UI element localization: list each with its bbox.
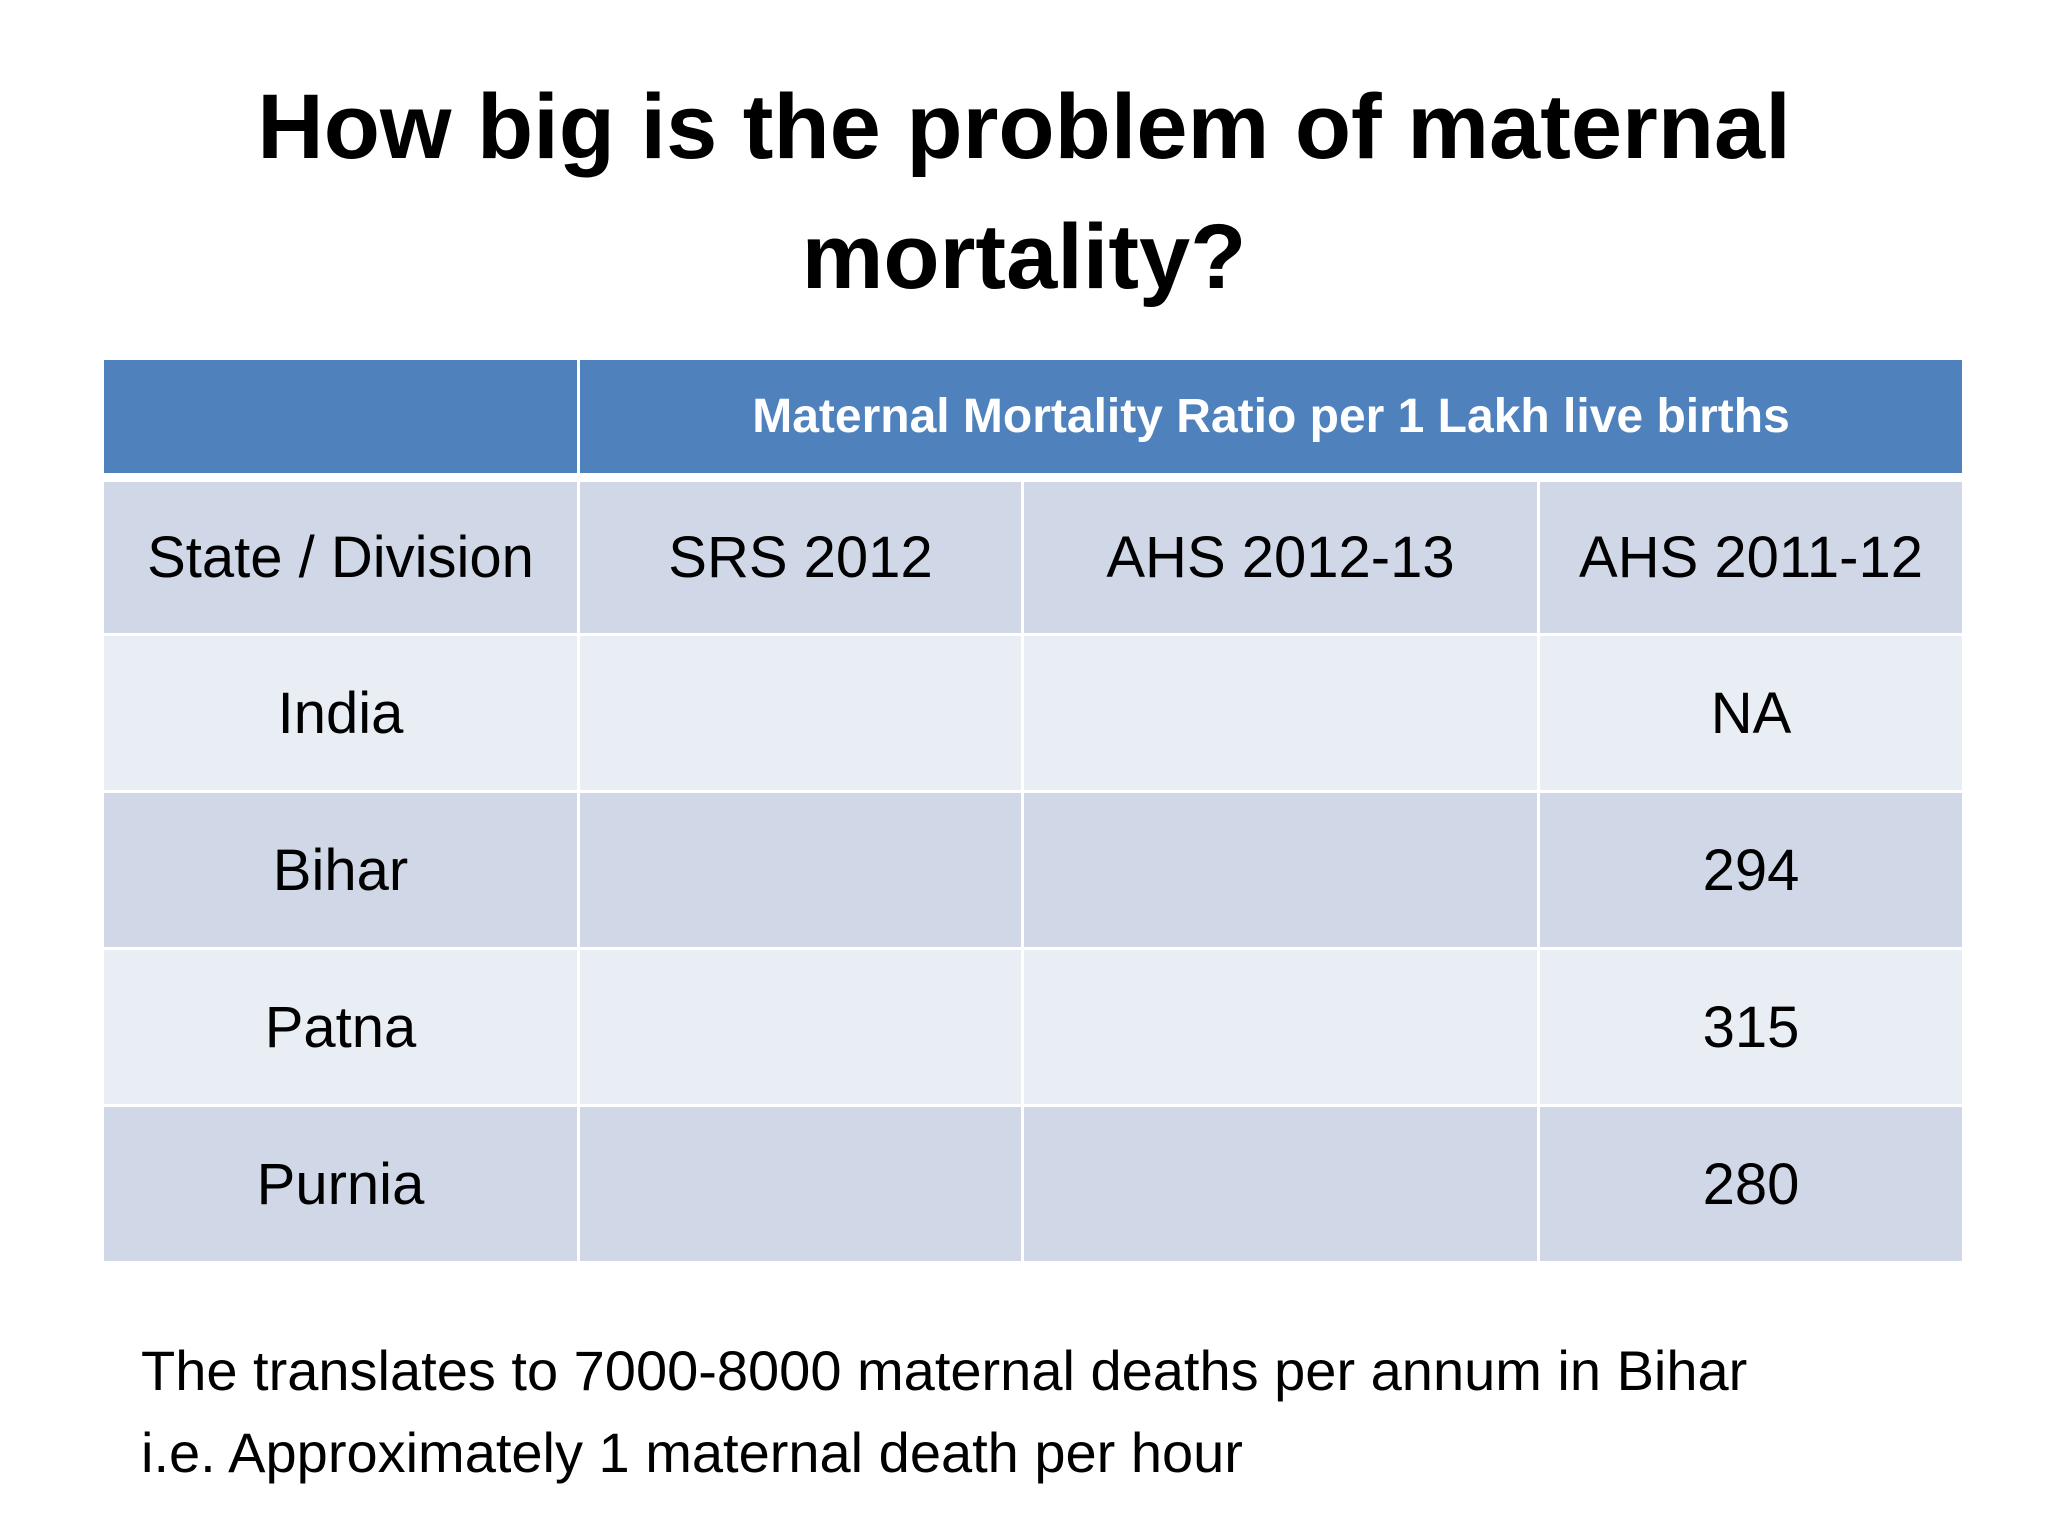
column-header: SRS 2012 [580,482,1021,633]
table-cell [1024,950,1537,1104]
slide-title: How big is the problem of maternal morta… [257,76,1791,308]
footer: The translates to 7000-8000 maternal dea… [141,1330,1747,1494]
table-cell: 280 [1540,1107,1962,1261]
table-cell [580,636,1021,790]
table-cell: 294 [1540,793,1962,947]
column-header: AHS 2011-12 [1540,482,1962,633]
table-cell: India [104,636,577,790]
table-cell [580,1107,1021,1261]
table-cell: 315 [1540,950,1962,1104]
footer-line: i.e. Approximately 1 maternal death per … [141,1421,1243,1484]
table-cell [1024,636,1537,790]
column-header: State / Division [104,482,577,633]
table-cell: Patna [104,950,577,1104]
table-cell: NA [1540,636,1962,790]
table-cell [580,950,1021,1104]
header-cell: Maternal Mortality Ratio per 1 Lakh live… [580,360,1962,473]
table-cell: Bihar [104,793,577,947]
table-cell [580,793,1021,947]
footer-line: The translates to 7000-8000 maternal dea… [141,1339,1748,1402]
table: Maternal Mortality Ratio per 1 Lakh live… [104,360,1962,1261]
header-blank [104,360,577,473]
table-cell: Purnia [104,1107,577,1261]
table-cell [1024,793,1537,947]
table-cell [1024,1107,1537,1261]
column-header: AHS 2012-13 [1024,482,1537,633]
